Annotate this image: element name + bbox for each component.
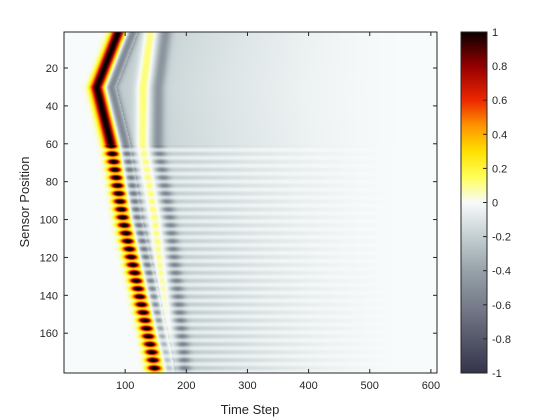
y-tick-label: 100	[40, 215, 58, 227]
x-axis-ticks: 100 200 300 400 500 600	[116, 32, 440, 392]
y-tick-label: 160	[40, 328, 58, 340]
x-tick-label: 200	[177, 380, 195, 392]
colorbar-tick-label: -1	[492, 368, 502, 380]
colorbar-tick-label: -0.2	[492, 232, 511, 244]
y-tick-label: 140	[40, 290, 58, 302]
x-axis-label: Time Step	[221, 402, 280, 417]
x-tick-label: 100	[116, 380, 134, 392]
y-tick-label: 120	[40, 252, 58, 264]
colorbar-tick-label: 0.6	[492, 95, 507, 107]
x-tick-label: 300	[238, 380, 256, 392]
colorbar-image	[461, 32, 487, 373]
y-tick-label: 20	[46, 63, 58, 75]
colorbar-tick-label: -0.8	[492, 334, 511, 346]
colorbar-tick-label: 0	[492, 198, 498, 210]
colorbar-tick-label: 0.2	[492, 163, 507, 175]
y-axis-label: Sensor Position	[17, 156, 32, 247]
x-tick-label: 600	[422, 380, 440, 392]
colorbar-tick-label: 0.8	[492, 61, 507, 73]
colorbar-tick-label: -0.4	[492, 266, 511, 278]
colorbar-tick-label: 1	[492, 27, 498, 39]
y-tick-label: 60	[46, 139, 58, 151]
y-tick-label: 40	[46, 101, 58, 113]
y-tick-label: 80	[46, 177, 58, 189]
colorbar-tick-label: -0.6	[492, 300, 511, 312]
y-axis-ticks: 20 40 60 80 100 120 140 160	[40, 63, 437, 340]
x-tick-label: 500	[361, 380, 379, 392]
plot-area-border	[63, 31, 438, 374]
x-tick-label: 400	[299, 380, 317, 392]
colorbar-tick-label: 0.4	[492, 129, 507, 141]
colorbar-ticks: 1 0.8 0.6 0.4 0.2 0 -0.2 -0.4 -0.6 -0.8 -1	[483, 27, 511, 380]
heatmap-image	[64, 32, 437, 373]
